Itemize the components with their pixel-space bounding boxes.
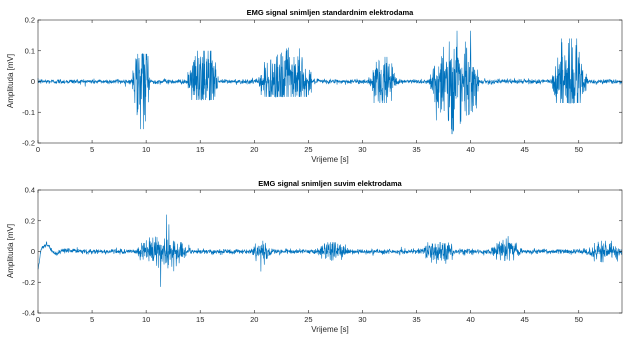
x-axis-label: Vrijeme [s] <box>311 325 349 334</box>
emg-signal-line <box>37 30 623 135</box>
y-axis-ticks: -0.2 -0.1 0 0.1 0.2 <box>22 16 622 148</box>
x-tick-label: 45 <box>520 315 528 324</box>
x-tick-label: 35 <box>412 145 420 154</box>
x-tick-label: 20 <box>250 145 258 154</box>
chart-title: EMG signal snimljen suvim elektrodama <box>258 179 402 188</box>
x-tick-label: 10 <box>142 315 150 324</box>
y-tick-label: 0 <box>31 247 35 256</box>
x-tick-label: 35 <box>412 315 420 324</box>
y-tick-label: 0.4 <box>25 186 35 195</box>
x-tick-label: 5 <box>90 315 94 324</box>
plot-standard-electrodes: EMG signal snimljen standardnim elektrod… <box>6 8 623 164</box>
x-tick-label: 10 <box>142 145 150 154</box>
y-tick-label: 0 <box>31 77 35 86</box>
x-tick-label: 40 <box>466 145 474 154</box>
x-tick-label: 30 <box>358 145 366 154</box>
emg-signal-line <box>37 214 623 287</box>
y-axis-label: Amplituda [mV] <box>6 224 15 278</box>
plot-dry-electrodes: EMG signal snimljen suvim elektrodama 0 5… <box>6 179 623 334</box>
y-axis-ticks: -0.4 -0.2 0 0.2 0.4 <box>22 186 622 318</box>
x-tick-label: 15 <box>196 145 204 154</box>
x-tick-label: 50 <box>575 145 583 154</box>
x-tick-label: 20 <box>250 315 258 324</box>
y-tick-label: 0.2 <box>25 216 35 225</box>
x-tick-label: 25 <box>304 315 312 324</box>
x-tick-label: 45 <box>520 145 528 154</box>
axes-box <box>37 189 623 314</box>
y-axis-label: Amplituda [mV] <box>6 54 15 108</box>
y-tick-label: 0.2 <box>25 16 35 25</box>
x-tick-label: 50 <box>575 315 583 324</box>
y-tick-label: -0.2 <box>22 278 35 287</box>
y-tick-label: -0.1 <box>22 108 35 117</box>
y-tick-label: -0.4 <box>22 309 35 318</box>
x-tick-label: 0 <box>36 145 40 154</box>
x-axis-ticks: 0 5 10 15 20 25 30 35 40 45 50 <box>36 20 583 154</box>
x-tick-label: 40 <box>466 315 474 324</box>
y-tick-label: -0.2 <box>22 139 35 148</box>
x-tick-label: 5 <box>90 145 94 154</box>
y-tick-label: 0.1 <box>25 46 35 55</box>
x-tick-label: 25 <box>304 145 312 154</box>
x-axis-ticks: 0 5 10 15 20 25 30 35 40 45 50 <box>36 190 583 324</box>
chart-title: EMG signal snimljen standardnim elektrod… <box>247 8 415 17</box>
x-tick-label: 0 <box>36 315 40 324</box>
x-tick-label: 15 <box>196 315 204 324</box>
x-tick-label: 30 <box>358 315 366 324</box>
x-axis-label: Vrijeme [s] <box>311 155 349 164</box>
